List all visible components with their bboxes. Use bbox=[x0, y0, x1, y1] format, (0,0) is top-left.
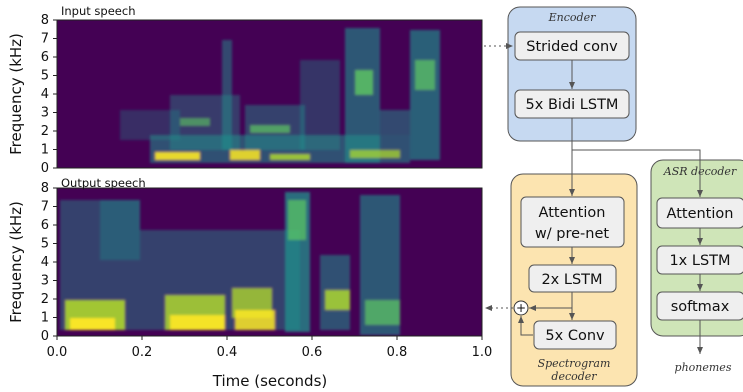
input-y-ticks: 0 1 2 3 4 5 6 7 8 bbox=[41, 13, 57, 176]
spectrogram-decoder-title-1: Spectrogram bbox=[538, 357, 611, 370]
output-y-axis-title: Frequency (kHz) bbox=[7, 201, 25, 323]
output-speech-title: Output speech bbox=[61, 176, 146, 190]
spectrogram-decoder-group: Attention w/ pre-net 2x LSTM 5x Conv + S… bbox=[510, 173, 638, 387]
output-y-tick-label: 2 bbox=[41, 292, 49, 307]
input-y-tick-label: 2 bbox=[41, 124, 49, 139]
x-tick-label: 1.0 bbox=[472, 345, 493, 360]
x-tick-label: 0.2 bbox=[132, 345, 153, 360]
lstm-2x-label: 2x LSTM bbox=[541, 272, 602, 288]
x-ticks: 0.0 0.2 0.4 0.6 0.8 1.0 bbox=[47, 336, 493, 360]
output-y-tick-label: 4 bbox=[41, 255, 49, 270]
input-y-tick-label: 5 bbox=[41, 69, 49, 84]
output-spectrogram: Output speech bbox=[57, 176, 482, 336]
encoder-group: Encoder Strided conv 5x Bidi LSTM bbox=[507, 6, 637, 142]
input-y-tick-label: 7 bbox=[41, 32, 49, 47]
conv-5x-block bbox=[533, 320, 617, 350]
softmax-label: softmax bbox=[671, 299, 730, 315]
output-y-tick-label: 3 bbox=[41, 274, 49, 289]
x-tick-label: 0.4 bbox=[217, 345, 238, 360]
input-y-tick-label: 4 bbox=[41, 87, 49, 102]
x-tick-label: 0.0 bbox=[47, 345, 68, 360]
input-y-tick-label: 1 bbox=[41, 143, 49, 158]
output-y-tick-label: 5 bbox=[41, 237, 49, 252]
spectrogram-decoder-title-2: decoder bbox=[551, 370, 597, 383]
prenet-label: w/ pre-net bbox=[535, 226, 609, 242]
strided-conv-label: Strided conv bbox=[526, 39, 618, 55]
x-tick-label: 0.8 bbox=[387, 345, 408, 360]
sum-node bbox=[513, 300, 529, 316]
encoder-output-connections bbox=[569, 118, 703, 197]
x-tick-label: 0.6 bbox=[302, 345, 323, 360]
asr-lstm-label: 1x LSTM bbox=[669, 253, 730, 269]
input-y-tick-label: 3 bbox=[41, 106, 49, 121]
output-y-tick-label: 0 bbox=[41, 329, 49, 344]
output-y-tick-label: 8 bbox=[41, 181, 49, 196]
phonemes-label: phonemes bbox=[675, 361, 732, 374]
bidi-lstm-label: 5x Bidi LSTM bbox=[526, 97, 619, 113]
input-y-tick-label: 6 bbox=[41, 50, 49, 65]
output-y-tick-label: 1 bbox=[41, 311, 49, 326]
encoder-title: Encoder bbox=[548, 11, 596, 24]
input-speech-title: Input speech bbox=[61, 4, 136, 18]
x-axis-title: Time (seconds) bbox=[212, 372, 328, 390]
sum-symbol: + bbox=[516, 301, 526, 315]
attention-label: Attention bbox=[539, 205, 606, 221]
output-y-tick-label: 7 bbox=[41, 200, 49, 215]
asr-attention-label: Attention bbox=[667, 206, 734, 222]
conv-5x-label: 5x Conv bbox=[545, 328, 605, 344]
input-y-tick-label: 0 bbox=[41, 161, 49, 176]
input-spectrogram: Input speech bbox=[57, 4, 482, 168]
output-y-tick-label: 6 bbox=[41, 218, 49, 233]
output-y-ticks: 0 1 2 3 4 5 6 7 8 bbox=[41, 181, 57, 344]
input-y-tick-label: 8 bbox=[41, 13, 49, 28]
input-y-axis-title: Frequency (kHz) bbox=[7, 33, 25, 155]
asr-decoder-group: ASR decoder Attention 1x LSTM softmax ph… bbox=[650, 159, 743, 374]
